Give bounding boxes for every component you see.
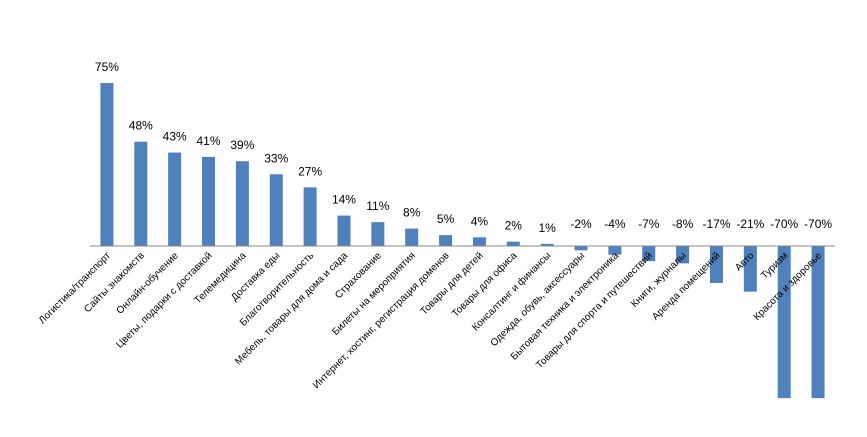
data-label: 14% [332,193,356,207]
data-label: 48% [129,119,153,133]
bar [642,246,656,262]
data-label: 75% [95,60,119,74]
data-label: -21% [736,217,764,231]
data-label: -17% [702,217,730,231]
data-label: 11% [366,199,389,213]
data-label: 39% [230,138,254,152]
bar [777,246,791,399]
bar [371,222,385,246]
bar [134,141,148,246]
bar [168,152,182,246]
bar [743,246,757,292]
bar [506,241,520,246]
bar [472,237,486,246]
data-label: 33% [264,151,288,165]
bar [269,174,283,246]
x-tick-label: Онлайн-обучение [114,249,181,316]
bar [709,246,723,283]
data-label: 1% [538,221,556,235]
bar [574,246,588,251]
data-label: 8% [403,206,421,220]
data-label: -70% [770,217,798,231]
data-label: 43% [163,130,187,144]
data-label: 41% [197,134,221,148]
bar [405,228,419,246]
x-tick-label: Сайты знакомств [82,250,147,315]
x-tick-label: Товары для детей [419,250,486,317]
bar [540,243,554,246]
bar [202,156,216,246]
x-tick-label: Товары для офиса [449,249,519,319]
bar [337,215,351,246]
data-label: -8% [672,217,694,231]
bar [235,161,249,246]
bar [811,246,825,399]
data-label: -4% [604,217,626,231]
bar [100,83,114,246]
bar [439,235,453,246]
data-label: -7% [638,217,660,231]
data-label: 2% [505,219,523,233]
bar [303,187,317,246]
data-label: -2% [570,217,592,231]
data-label: -70% [804,217,832,231]
data-label: 4% [471,214,489,228]
data-label: 5% [437,212,455,226]
data-label: 27% [298,164,322,178]
bar [608,246,622,255]
bar [676,246,690,264]
